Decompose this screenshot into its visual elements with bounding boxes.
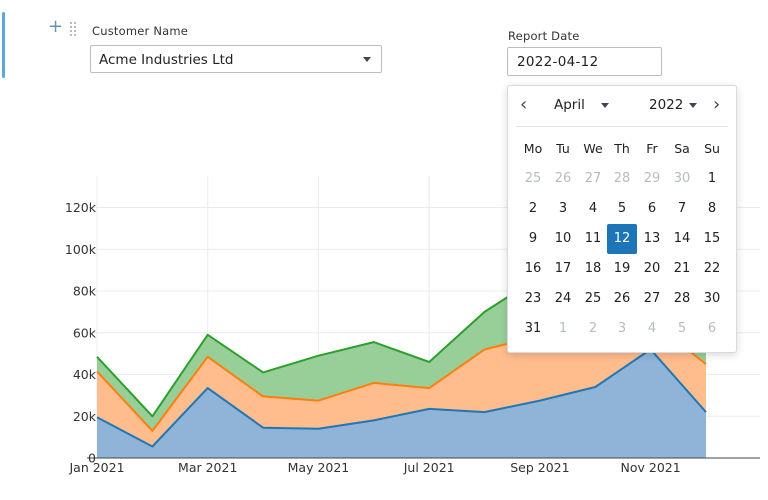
day-cell[interactable]: 13: [643, 231, 661, 246]
weekday-header: Tu: [556, 141, 570, 156]
day-cell[interactable]: 3: [558, 201, 568, 216]
day-cell-selected[interactable]: 12: [607, 224, 637, 254]
weekday-header: Su: [704, 141, 720, 156]
day-cell[interactable]: 28: [613, 171, 631, 186]
day-cell[interactable]: 4: [588, 201, 598, 216]
y-tick-label: 0: [88, 451, 96, 466]
day-cell[interactable]: 16: [524, 261, 542, 276]
day-cell[interactable]: 27: [584, 171, 602, 186]
series-line-1: [96, 348, 707, 448]
day-cell[interactable]: 20: [643, 261, 661, 276]
day-cell[interactable]: 6: [707, 321, 717, 336]
weekday-header: Th: [614, 141, 630, 156]
day-cell[interactable]: 2: [528, 201, 538, 216]
date-picker-popup: ‹ April 2022 › Mo Tu We Th Fr Sa Su 25 26 27 28 29…: [507, 85, 737, 353]
day-cell[interactable]: 14: [673, 231, 691, 246]
day-cell[interactable]: 7: [677, 201, 687, 216]
x-tick-label: May 2021: [288, 460, 350, 475]
x-tick-label: Jul 2021: [403, 460, 455, 475]
y-tick-label: 60k: [73, 325, 97, 340]
customer-name-value: Acme Industries Ltd: [99, 52, 234, 68]
customer-name-select[interactable]: Acme Industries Ltd: [90, 45, 382, 73]
y-tick-label: 20k: [73, 409, 97, 424]
day-cell[interactable]: 15: [703, 231, 721, 246]
y-tick-label: 40k: [73, 367, 97, 382]
day-cell[interactable]: 19: [613, 261, 631, 276]
caret-down-icon: [363, 57, 371, 62]
day-cell[interactable]: 22: [703, 261, 721, 276]
day-cell[interactable]: 18: [584, 261, 602, 276]
weekday-header: Mo: [523, 141, 543, 156]
plus-icon[interactable]: +: [48, 16, 64, 37]
day-cell[interactable]: 27: [643, 291, 661, 306]
day-cell[interactable]: 21: [673, 261, 691, 276]
day-cell[interactable]: 4: [647, 321, 657, 336]
day-cell[interactable]: 2: [588, 321, 598, 336]
day-cell[interactable]: 25: [584, 291, 602, 306]
day-cell[interactable]: 24: [554, 291, 572, 306]
picker-header-divider: [516, 126, 728, 127]
x-tick-label: Sep 2021: [510, 460, 569, 475]
day-cell[interactable]: 30: [673, 171, 691, 186]
day-cell[interactable]: 26: [613, 291, 631, 306]
day-cell[interactable]: 5: [677, 321, 687, 336]
day-cell[interactable]: 31: [524, 321, 542, 336]
chevron-right-icon[interactable]: ›: [713, 94, 721, 115]
year-select[interactable]: 2022: [649, 97, 684, 113]
report-date-value: 2022-04-12: [517, 54, 599, 70]
customer-name-label: Customer Name: [92, 24, 189, 38]
x-tick-label: Nov 2021: [621, 460, 681, 475]
chevron-left-icon[interactable]: ‹: [520, 94, 528, 115]
day-cell[interactable]: 23: [524, 291, 542, 306]
day-cell[interactable]: 28: [673, 291, 691, 306]
report-date-label: Report Date: [508, 29, 580, 43]
row-accent-bar: [2, 12, 5, 78]
month-select[interactable]: April: [554, 97, 585, 113]
day-cell[interactable]: 26: [554, 171, 572, 186]
day-cell[interactable]: 6: [647, 201, 657, 216]
series-area-1: [97, 349, 706, 458]
day-cell[interactable]: 30: [703, 291, 721, 306]
day-cell[interactable]: 11: [584, 231, 602, 246]
day-cell[interactable]: 8: [707, 201, 717, 216]
day-cell[interactable]: 29: [643, 171, 661, 186]
day-cell[interactable]: 1: [558, 321, 568, 336]
caret-down-icon[interactable]: [689, 103, 697, 108]
weekday-header: We: [583, 141, 603, 156]
weekday-header: Sa: [674, 141, 690, 156]
x-tick-label: Jan 2021: [68, 460, 124, 475]
weekday-header: Fr: [646, 141, 658, 156]
x-tick-label: Mar 2021: [178, 460, 237, 475]
day-cell[interactable]: 17: [554, 261, 572, 276]
y-tick-label: 100k: [65, 242, 97, 257]
day-cell[interactable]: 25: [524, 171, 542, 186]
y-tick-label: 120k: [65, 200, 97, 215]
day-cell[interactable]: 1: [707, 171, 717, 186]
drag-handle-icon[interactable]: [70, 22, 78, 36]
caret-down-icon[interactable]: [601, 103, 609, 108]
day-cell[interactable]: 3: [617, 321, 627, 336]
y-tick-label: 80k: [73, 284, 97, 299]
report-date-input[interactable]: 2022-04-12: [507, 47, 662, 76]
day-cell[interactable]: 5: [617, 201, 627, 216]
day-cell[interactable]: 9: [528, 231, 538, 246]
day-cell[interactable]: 10: [554, 231, 572, 246]
